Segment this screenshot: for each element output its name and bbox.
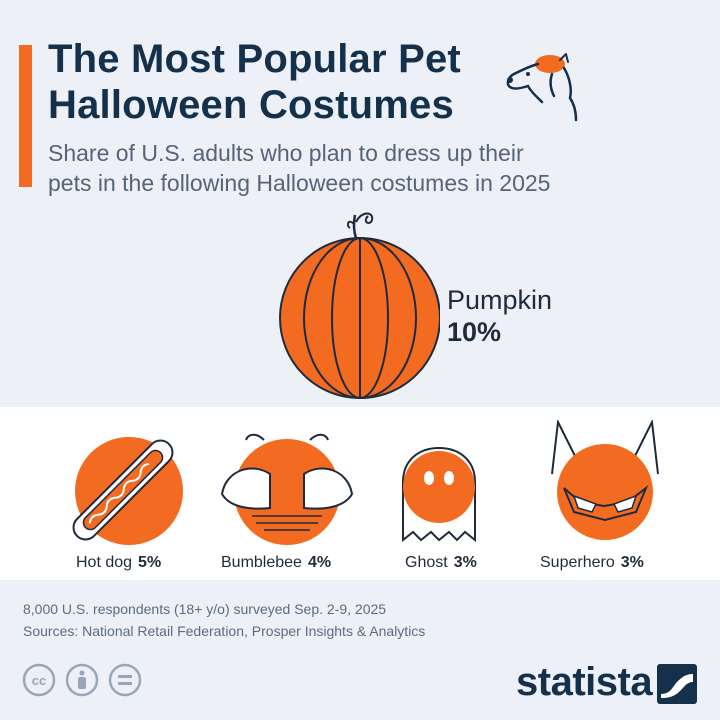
superhero-value: 3% (620, 554, 644, 571)
footer-notes: 8,000 U.S. respondents (18+ y/o) surveye… (23, 598, 425, 642)
license-icons: cc (22, 663, 142, 697)
superhero-bubble (557, 444, 653, 540)
bumblebee-value: 4% (307, 554, 332, 571)
pumpkin-label: Pumpkin (447, 285, 553, 315)
accent-bar (19, 45, 32, 187)
bumblebee-category: Bumblebee (221, 554, 302, 571)
chart-title: The Most Popular Pet Halloween Costumes (48, 36, 461, 128)
bumblebee-bubble (234, 439, 340, 545)
statista-logo-icon (657, 664, 697, 704)
survey-note: 8,000 U.S. respondents (18+ y/o) surveye… (23, 601, 387, 617)
ghost-value: 3% (453, 554, 477, 571)
svg-text:cc: cc (32, 673, 46, 688)
bumblebee-icon (220, 433, 354, 545)
title-line-2: Halloween Costumes (48, 83, 454, 127)
ghost-icon (402, 446, 476, 543)
hot-dog-value: 5% (138, 554, 162, 571)
hot-dog-icon (72, 437, 183, 545)
subtitle-line-2: pets in the following Halloween costumes… (48, 170, 551, 196)
attribution-icon (65, 663, 99, 697)
creative-commons-icon: cc (22, 663, 56, 697)
superhero-category: Superhero (540, 554, 615, 571)
ghost-category: Ghost (405, 554, 448, 571)
subtitle-line-1: Share of U.S. adults who plan to dress u… (48, 140, 524, 166)
bumblebee-label: Bumblebee 4% (221, 553, 331, 573)
dog-with-beret-icon (506, 53, 578, 122)
hot-dog-label: Hot dog 5% (76, 553, 161, 573)
superhero-label: Superhero 3% (540, 553, 644, 573)
statista-brand: statista (516, 660, 653, 704)
sources-note: Sources: National Retail Federation, Pro… (23, 623, 426, 639)
chart-subtitle: Share of U.S. adults who plan to dress u… (48, 138, 550, 198)
pumpkin-icon (279, 212, 440, 399)
ghost-bubble (403, 451, 475, 523)
superhero-mask-icon (551, 420, 659, 540)
title-line-1: The Most Popular Pet (48, 37, 461, 81)
ghost-label: Ghost 3% (405, 553, 477, 573)
no-derivatives-icon (108, 663, 142, 697)
hot-dog-category: Hot dog (76, 554, 133, 571)
pumpkin-value: 10% (447, 317, 502, 347)
